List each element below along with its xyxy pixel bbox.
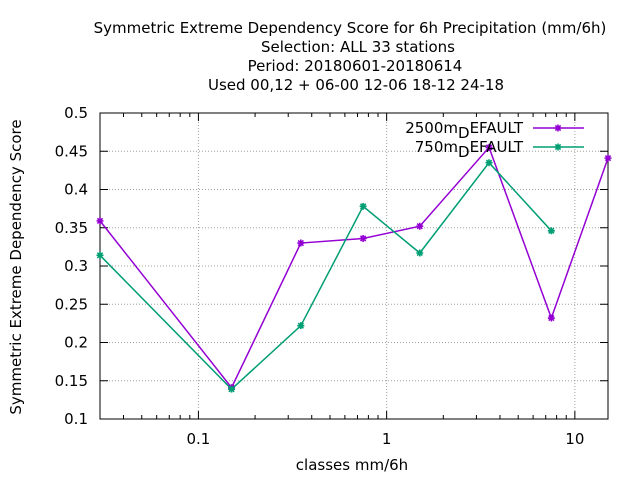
- legend-label-sub: D: [458, 143, 470, 161]
- data-point: [554, 124, 562, 132]
- y-tick-label: 0.15: [55, 372, 88, 390]
- y-tick-label: 0.5: [64, 104, 88, 122]
- title-line-4: Used 00,12 + 06-00 12-06 18-12 24-18: [208, 76, 504, 94]
- legend-item: 2500mDEFAULT: [405, 119, 584, 142]
- x-tick-label: 1: [382, 430, 392, 448]
- y-axis-label: Symmetric Extreme Dependency Score: [7, 119, 25, 414]
- x-tick-label: 10: [565, 430, 584, 448]
- y-tick-label: 0.1: [64, 410, 88, 428]
- data-point: [297, 239, 305, 247]
- title-line-1: Symmetric Extreme Dependency Score for 6…: [94, 19, 607, 37]
- data-point: [547, 227, 555, 235]
- data-point: [485, 143, 493, 151]
- data-point: [96, 251, 104, 259]
- series-line: [99, 161, 552, 391]
- legend-label-sub: D: [458, 124, 470, 142]
- x-axis-label: classes mm/6h: [296, 456, 408, 474]
- x-tick-label: 0.1: [186, 430, 210, 448]
- chart-title: Symmetric Extreme Dependency Score for 6…: [94, 19, 607, 94]
- legend-label-rest: EFAULT: [470, 138, 524, 156]
- data-point: [604, 154, 612, 162]
- legend-label-main: 2500m: [405, 119, 458, 137]
- y-tick-label: 0.2: [64, 334, 88, 352]
- series-2500m: [96, 143, 612, 392]
- legend-label-main: 750m: [415, 138, 458, 156]
- series-layer: [96, 143, 612, 393]
- series-line: [99, 145, 609, 390]
- data-point: [297, 322, 305, 330]
- y-tick-label: 0.35: [55, 219, 88, 237]
- data-point: [96, 217, 104, 225]
- data-point: [554, 143, 562, 151]
- data-point: [416, 249, 424, 257]
- data-point: [485, 159, 493, 167]
- legend-label: 750mDEFAULT: [415, 138, 524, 161]
- y-tick-label: 0.25: [55, 295, 88, 313]
- legend-label-rest: EFAULT: [470, 119, 524, 137]
- legend-item: 750mDEFAULT: [415, 138, 584, 161]
- y-tick-label: 0.3: [64, 257, 88, 275]
- title-line-2: Selection: ALL 33 stations: [261, 38, 455, 56]
- y-tick-label: 0.4: [64, 181, 88, 199]
- data-point: [359, 234, 367, 242]
- title-line-3: Period: 20180601-20180614: [248, 57, 463, 75]
- plot-border: [99, 112, 609, 420]
- legend-label: 2500mDEFAULT: [405, 119, 524, 142]
- data-point: [416, 222, 424, 230]
- series-750m: [96, 159, 555, 393]
- data-point: [228, 385, 236, 393]
- tick-labels: 0.1 0.15 0.2 0.25 0.3 0.35 0.4 0.45 0.5 0.1 1 10: [55, 104, 585, 448]
- data-point: [359, 202, 367, 210]
- data-point: [547, 314, 555, 322]
- y-tick-label: 0.45: [55, 142, 88, 160]
